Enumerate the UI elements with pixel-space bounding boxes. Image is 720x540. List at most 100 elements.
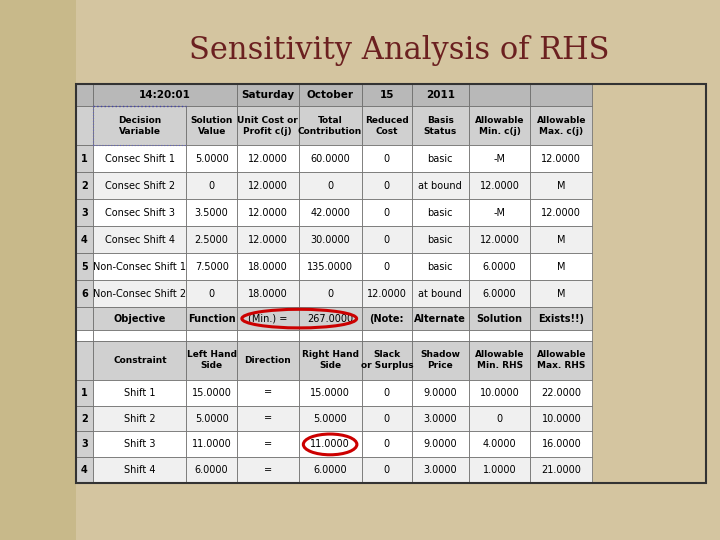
Text: Reduced
Cost: Reduced Cost: [365, 116, 409, 136]
Text: 0: 0: [209, 289, 215, 299]
Text: 2: 2: [81, 414, 88, 423]
Text: 0: 0: [384, 440, 390, 449]
Text: -M: -M: [494, 208, 505, 218]
Bar: [94, 280, 186, 307]
Text: 5.0000: 5.0000: [313, 414, 347, 423]
Bar: [531, 341, 592, 380]
Bar: [469, 199, 531, 226]
Text: 12.0000: 12.0000: [248, 208, 288, 218]
Bar: [361, 341, 412, 380]
Bar: [361, 172, 412, 199]
Text: =: =: [264, 440, 272, 449]
Text: =: =: [264, 388, 272, 397]
Bar: [299, 307, 361, 330]
Bar: [361, 406, 412, 431]
Text: 3.0000: 3.0000: [423, 414, 457, 423]
Text: Consec Shift 4: Consec Shift 4: [105, 235, 175, 245]
Text: 6.0000: 6.0000: [483, 262, 516, 272]
Text: 4: 4: [81, 235, 88, 245]
Text: 12.0000: 12.0000: [248, 235, 288, 245]
Text: Non-Consec Shift 1: Non-Consec Shift 1: [94, 262, 186, 272]
Bar: [76, 280, 94, 307]
Text: 18.0000: 18.0000: [248, 262, 287, 272]
Bar: [94, 380, 186, 406]
Text: 5.0000: 5.0000: [195, 414, 228, 423]
Text: M: M: [557, 235, 566, 245]
Bar: [237, 84, 299, 106]
Bar: [237, 199, 299, 226]
Bar: [237, 280, 299, 307]
Bar: [237, 253, 299, 280]
Text: 1: 1: [81, 154, 88, 164]
Text: 3: 3: [81, 440, 88, 449]
Bar: [361, 431, 412, 457]
Bar: [76, 84, 94, 106]
Bar: [0, 0, 76, 540]
Text: 0: 0: [384, 465, 390, 475]
Text: 135.0000: 135.0000: [307, 262, 353, 272]
Text: Shift 2: Shift 2: [124, 414, 156, 423]
Text: 3: 3: [81, 208, 88, 218]
Bar: [531, 84, 592, 106]
Text: Shift 1: Shift 1: [124, 388, 156, 397]
Text: =: =: [264, 414, 272, 423]
Bar: [469, 226, 531, 253]
Bar: [186, 172, 237, 199]
Text: 15: 15: [379, 90, 394, 100]
Text: Allowable
Min. RHS: Allowable Min. RHS: [474, 350, 524, 370]
Bar: [361, 145, 412, 172]
Text: 60.0000: 60.0000: [310, 154, 350, 164]
Bar: [94, 226, 186, 253]
Text: Constraint: Constraint: [113, 356, 166, 364]
Bar: [412, 226, 469, 253]
Bar: [94, 341, 186, 380]
Text: 21.0000: 21.0000: [541, 465, 581, 475]
Bar: [361, 380, 412, 406]
Bar: [469, 106, 531, 145]
Text: 0: 0: [384, 181, 390, 191]
Bar: [186, 341, 237, 380]
Text: 3.5000: 3.5000: [195, 208, 228, 218]
Text: 14:20:01: 14:20:01: [139, 90, 191, 100]
Bar: [94, 253, 186, 280]
Bar: [361, 280, 412, 307]
Bar: [299, 253, 361, 280]
Bar: [361, 106, 412, 145]
Bar: [299, 457, 361, 483]
Bar: [469, 84, 531, 106]
Bar: [531, 145, 592, 172]
Bar: [361, 330, 412, 341]
Bar: [94, 307, 186, 330]
Text: basic: basic: [428, 154, 453, 164]
Bar: [361, 457, 412, 483]
Bar: [412, 172, 469, 199]
Bar: [299, 172, 361, 199]
Text: 0: 0: [209, 181, 215, 191]
Text: 0: 0: [384, 414, 390, 423]
Bar: [186, 199, 237, 226]
Text: Function: Function: [188, 314, 235, 323]
Text: Basis
Status: Basis Status: [424, 116, 457, 136]
Bar: [299, 106, 361, 145]
Bar: [76, 172, 94, 199]
Text: basic: basic: [428, 235, 453, 245]
Bar: [94, 145, 186, 172]
Bar: [76, 106, 94, 145]
Bar: [469, 380, 531, 406]
Text: Allowable
Max. RHS: Allowable Max. RHS: [536, 350, 586, 370]
Bar: [299, 431, 361, 457]
Text: 6.0000: 6.0000: [313, 465, 347, 475]
Text: Shift 4: Shift 4: [124, 465, 156, 475]
Bar: [237, 226, 299, 253]
Bar: [94, 431, 186, 457]
Bar: [186, 406, 237, 431]
Text: 2.5000: 2.5000: [194, 235, 229, 245]
Text: Shift 3: Shift 3: [124, 440, 156, 449]
Bar: [237, 145, 299, 172]
Text: Non-Consec Shift 2: Non-Consec Shift 2: [94, 289, 186, 299]
Text: Direction: Direction: [244, 356, 291, 364]
Bar: [76, 431, 94, 457]
Bar: [186, 431, 237, 457]
Text: 0: 0: [384, 388, 390, 397]
Bar: [299, 84, 361, 106]
